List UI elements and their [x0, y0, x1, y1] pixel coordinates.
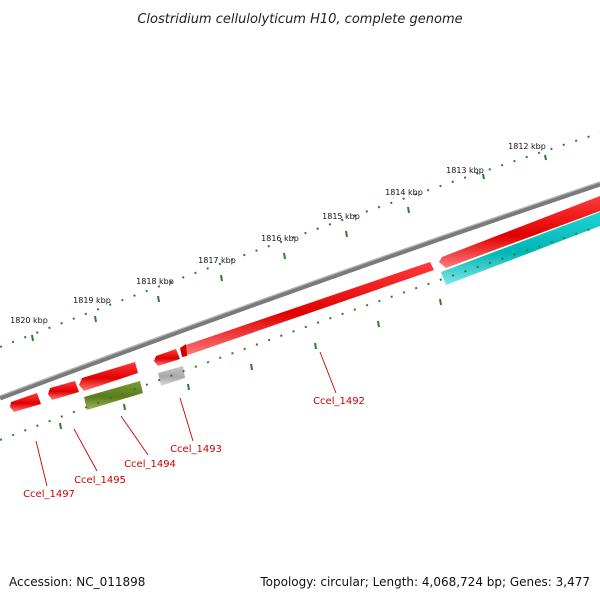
label-line-ccel-1497 [35, 440, 48, 487]
major-tick [59, 422, 62, 430]
gene-label-ccel-1493[interactable]: Ccel_1493 [170, 444, 222, 455]
major-tick [439, 298, 442, 306]
label-line-ccel-1493 [179, 397, 194, 442]
label-line-ccel-1492 [319, 351, 337, 394]
major-tick [544, 154, 547, 161]
gene-reverse-cyan[interactable] [441, 212, 600, 285]
major-tick [377, 320, 380, 328]
major-tick [283, 252, 286, 260]
gene-forward-mid[interactable] [48, 381, 79, 400]
outer-major-ticks [31, 154, 547, 342]
gene-ccel-1492-forward[interactable] [183, 262, 434, 356]
scale-label: 1814 kbp [385, 188, 423, 197]
inner-major-ticks [59, 298, 442, 430]
scale-label: 1818 kbp [136, 277, 174, 286]
scale-label: 1820 kbp [10, 316, 48, 325]
gene-small-forward[interactable] [154, 349, 180, 366]
gene-label-ccel-1497[interactable]: Ccel_1497 [23, 489, 75, 500]
major-tick [123, 403, 126, 411]
scale-label: 1813 kbp [446, 166, 484, 175]
label-line-ccel-1495 [73, 428, 98, 472]
scale-label: 1819 kbp [73, 296, 111, 305]
gene-arrowhead [180, 344, 187, 357]
major-tick [31, 334, 34, 342]
major-tick [407, 206, 410, 214]
map-title: Clostridium cellulolyticum H10, complete… [137, 12, 462, 27]
gene-ccel-1495[interactable] [79, 362, 138, 391]
label-line-ccel-1494 [120, 415, 149, 456]
outer-tick-ring [0, 132, 600, 348]
scale-label: 1816 kbp [261, 234, 299, 243]
inner-tick-ring [0, 225, 600, 441]
backbone-highlight [0, 181, 600, 397]
gene-forward-right[interactable] [439, 196, 600, 268]
major-tick [314, 342, 317, 350]
major-tick [220, 274, 223, 282]
major-tick [482, 173, 485, 180]
genome-summary-text: Topology: circular; Length: 4,068,724 bp… [259, 575, 590, 589]
genome-backbone [0, 181, 600, 401]
gene-ccel-1497[interactable] [10, 393, 41, 412]
gene-label-ccel-1492[interactable]: Ccel_1492 [313, 396, 365, 407]
major-tick [345, 230, 348, 238]
scale-label: 1812 kbp [508, 142, 546, 151]
gene-label-ccel-1494[interactable]: Ccel_1494 [124, 459, 176, 470]
major-tick [250, 363, 253, 371]
major-tick [157, 295, 160, 303]
major-tick [187, 383, 190, 391]
scale-label: 1815 kbp [322, 212, 360, 221]
accession-text: Accession: NC_011898 [9, 575, 145, 589]
gene-label-ccel-1495[interactable]: Ccel_1495 [74, 475, 126, 486]
major-tick [94, 315, 97, 323]
scale-label: 1817 kbp [198, 256, 236, 265]
